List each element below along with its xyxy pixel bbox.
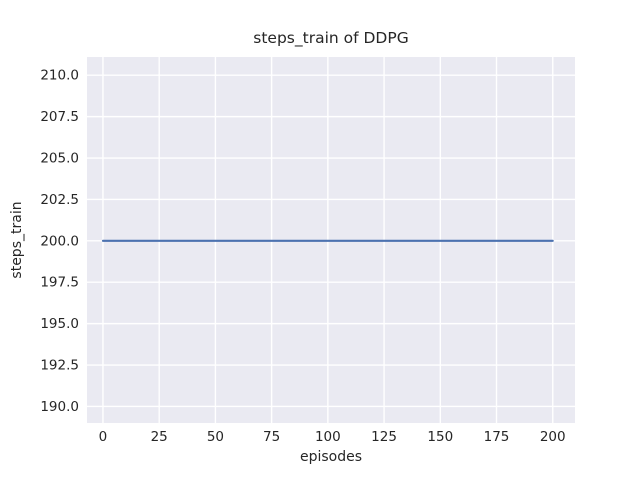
y-tick-label: 205.0 xyxy=(40,151,79,167)
x-tick-label: 100 xyxy=(315,429,341,445)
x-tick-label: 0 xyxy=(99,429,108,445)
x-axis-label: episodes xyxy=(299,449,363,465)
chart-title: steps_train of DDPG xyxy=(253,29,409,47)
x-tick-label: 150 xyxy=(427,429,453,445)
y-tick-label: 192.5 xyxy=(40,358,79,374)
y-tick-label: 195.0 xyxy=(40,316,79,332)
y-tick-label: 197.5 xyxy=(40,275,79,291)
x-tick-label: 75 xyxy=(263,429,280,445)
y-axis-label: steps_train xyxy=(9,201,25,279)
x-tick-label: 175 xyxy=(484,429,510,445)
y-tick-label: 200.0 xyxy=(40,233,79,249)
x-tick-label: 125 xyxy=(371,429,397,445)
x-tick-label: 200 xyxy=(540,429,566,445)
y-tick-label: 207.5 xyxy=(40,109,79,125)
x-tick-label: 50 xyxy=(207,429,224,445)
y-tick-label: 210.0 xyxy=(40,68,79,84)
y-tick-label: 202.5 xyxy=(40,192,79,208)
y-tick-label: 190.0 xyxy=(40,399,79,415)
x-tick-label: 25 xyxy=(151,429,168,445)
